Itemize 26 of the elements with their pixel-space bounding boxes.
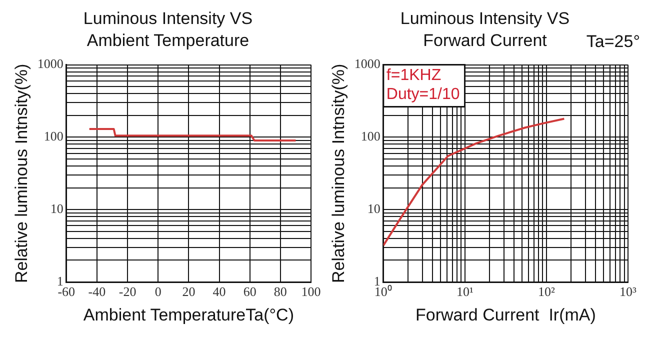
x-tick-label: 10¹ xyxy=(456,284,474,300)
x-tick-label: 10² xyxy=(538,284,556,300)
x-tick-label: 10³ xyxy=(620,284,637,300)
annotation: Duty=1/10 xyxy=(386,86,460,104)
y-tick-label: 100 xyxy=(44,128,64,144)
x-tick-label: 100 xyxy=(301,284,321,300)
x-tick-label: -20 xyxy=(118,284,136,300)
x-tick-label: 80 xyxy=(274,284,287,300)
x-tick-label: 60 xyxy=(243,284,256,300)
x-axis-title: Ambient TemperatureTa(°C) xyxy=(83,305,294,324)
x-tick-label: 20 xyxy=(182,284,196,300)
chart-title: Luminous Intensity VS Ambient Temperature xyxy=(82,8,254,52)
y-axis-title: Relative luminous Intnsity(%) xyxy=(328,64,348,283)
x-axis-title: Forward Current Ir(mA) xyxy=(415,305,596,324)
x-tick-label: 40 xyxy=(212,284,226,300)
y-tick-label: 1000 xyxy=(354,56,380,72)
x-tick-label: -40 xyxy=(88,284,106,300)
y-tick-label: 1000 xyxy=(37,56,64,72)
y-tick-label: 10 xyxy=(50,201,64,216)
chart-title: Luminous Intensity VS Forward Current xyxy=(399,8,571,52)
x-tick-label: 0 xyxy=(154,284,162,300)
y-tick-label: 100 xyxy=(360,128,380,144)
annotation: f=1KHZ xyxy=(386,67,442,84)
text: Ta=25° xyxy=(586,32,640,52)
y-axis-title: Relative luminous Intnsity(%) xyxy=(12,64,31,283)
y-tick-label: 10 xyxy=(367,201,380,216)
